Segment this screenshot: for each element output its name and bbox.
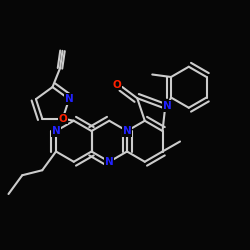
Text: N: N	[163, 101, 172, 111]
Text: N: N	[65, 94, 74, 104]
Text: N: N	[123, 126, 132, 136]
Text: O: O	[58, 114, 67, 124]
Text: N: N	[105, 157, 114, 167]
Text: N: N	[52, 126, 60, 136]
Text: O: O	[113, 80, 122, 90]
